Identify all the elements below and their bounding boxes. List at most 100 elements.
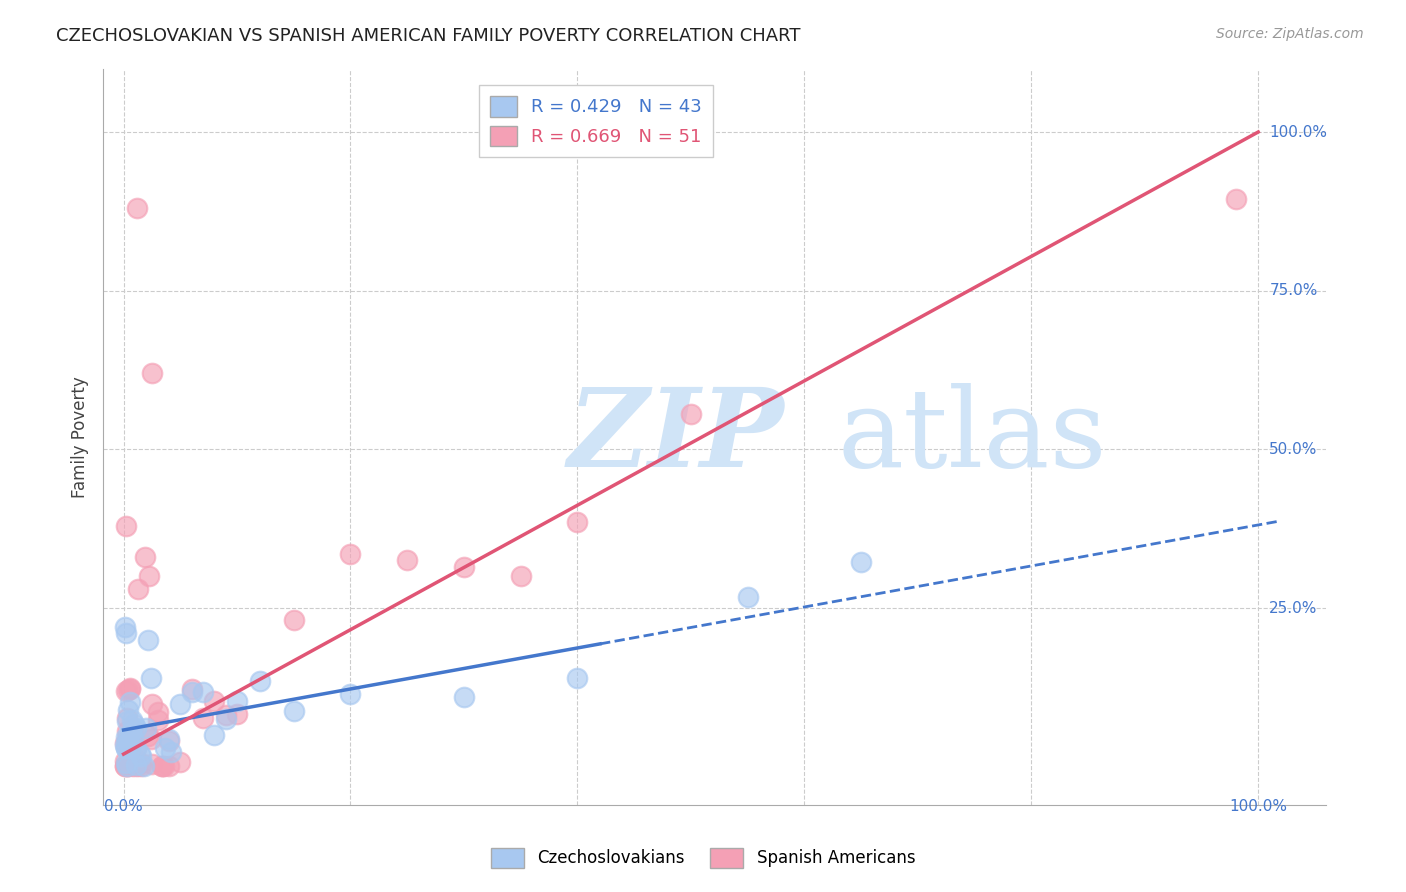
Point — [150, 759, 173, 773]
Point — [121, 713, 143, 727]
Point — [148, 713, 170, 727]
Point — [124, 741, 146, 756]
Point — [157, 731, 180, 746]
Point — [141, 757, 163, 772]
Text: Source: ZipAtlas.com: Source: ZipAtlas.com — [1216, 27, 1364, 41]
Point — [679, 407, 702, 421]
Point — [215, 712, 238, 726]
Point — [114, 737, 136, 751]
Point — [115, 711, 138, 725]
Text: 25.0%: 25.0% — [1270, 600, 1317, 615]
Point — [283, 705, 305, 719]
Point — [125, 753, 148, 767]
Point — [120, 681, 142, 696]
Point — [141, 732, 163, 747]
Point — [157, 734, 180, 748]
Point — [226, 706, 249, 721]
Point — [191, 685, 214, 699]
Point — [122, 731, 145, 745]
Point — [125, 759, 148, 773]
Point — [249, 673, 271, 688]
Point — [153, 740, 176, 755]
Point — [509, 568, 531, 582]
Point — [114, 740, 136, 755]
Point — [129, 759, 152, 773]
Text: atlas: atlas — [837, 384, 1107, 491]
Point — [138, 569, 160, 583]
Point — [146, 705, 169, 719]
Point — [117, 734, 139, 748]
Point — [115, 759, 138, 773]
Point — [134, 550, 156, 565]
Point — [117, 759, 139, 773]
Point — [1225, 192, 1247, 206]
Point — [117, 703, 139, 717]
Text: 75.0%: 75.0% — [1270, 283, 1317, 298]
Text: CZECHOSLOVAKIAN VS SPANISH AMERICAN FAMILY POVERTY CORRELATION CHART: CZECHOSLOVAKIAN VS SPANISH AMERICAN FAMI… — [56, 27, 801, 45]
Legend: Czechoslovakians, Spanish Americans: Czechoslovakians, Spanish Americans — [484, 841, 922, 875]
Point — [118, 740, 141, 755]
Point — [191, 711, 214, 725]
Point — [129, 756, 152, 771]
Point — [114, 759, 136, 773]
Point — [157, 759, 180, 773]
Point — [117, 759, 139, 773]
Point — [122, 722, 145, 736]
Point — [114, 754, 136, 768]
Point — [567, 515, 589, 529]
Point — [114, 683, 136, 698]
Point — [115, 730, 138, 744]
Point — [141, 698, 163, 712]
Point — [453, 560, 475, 574]
Point — [121, 759, 143, 773]
Point — [339, 547, 361, 561]
Point — [453, 690, 475, 704]
Point — [153, 759, 176, 773]
Point — [339, 687, 361, 701]
Point — [136, 730, 159, 744]
Point — [283, 613, 305, 627]
Point — [180, 684, 202, 698]
Point — [139, 671, 162, 685]
Point — [114, 759, 136, 773]
Point — [117, 682, 139, 697]
Point — [127, 582, 149, 596]
Point — [226, 694, 249, 708]
Point — [202, 694, 225, 708]
Point — [127, 201, 149, 215]
Point — [169, 697, 191, 711]
Point — [115, 724, 138, 739]
Point — [115, 740, 138, 755]
Point — [215, 708, 238, 723]
Point — [114, 738, 136, 752]
Text: 100.0%: 100.0% — [1229, 799, 1288, 814]
Point — [849, 555, 872, 569]
Point — [136, 632, 159, 647]
Point — [125, 721, 148, 735]
Point — [115, 714, 138, 729]
Point — [114, 518, 136, 533]
Point — [169, 755, 191, 769]
Point — [120, 724, 142, 739]
Text: 100.0%: 100.0% — [1270, 125, 1327, 139]
Point — [117, 730, 139, 744]
Point — [160, 745, 183, 759]
Point — [115, 756, 138, 771]
Legend: R = 0.429   N = 43, R = 0.669   N = 51: R = 0.429 N = 43, R = 0.669 N = 51 — [479, 85, 713, 157]
Point — [129, 747, 152, 761]
Point — [134, 759, 156, 773]
Point — [180, 682, 202, 697]
Point — [396, 553, 419, 567]
Point — [115, 626, 138, 640]
Point — [118, 681, 141, 696]
Point — [141, 366, 163, 380]
Point — [737, 590, 759, 604]
Point — [122, 716, 145, 731]
Point — [131, 748, 153, 763]
Text: 50.0%: 50.0% — [1270, 442, 1317, 457]
Text: ZIP: ZIP — [568, 383, 785, 491]
Point — [118, 744, 141, 758]
Point — [125, 758, 148, 772]
Text: 0.0%: 0.0% — [104, 799, 143, 814]
Y-axis label: Family Poverty: Family Poverty — [72, 376, 89, 498]
